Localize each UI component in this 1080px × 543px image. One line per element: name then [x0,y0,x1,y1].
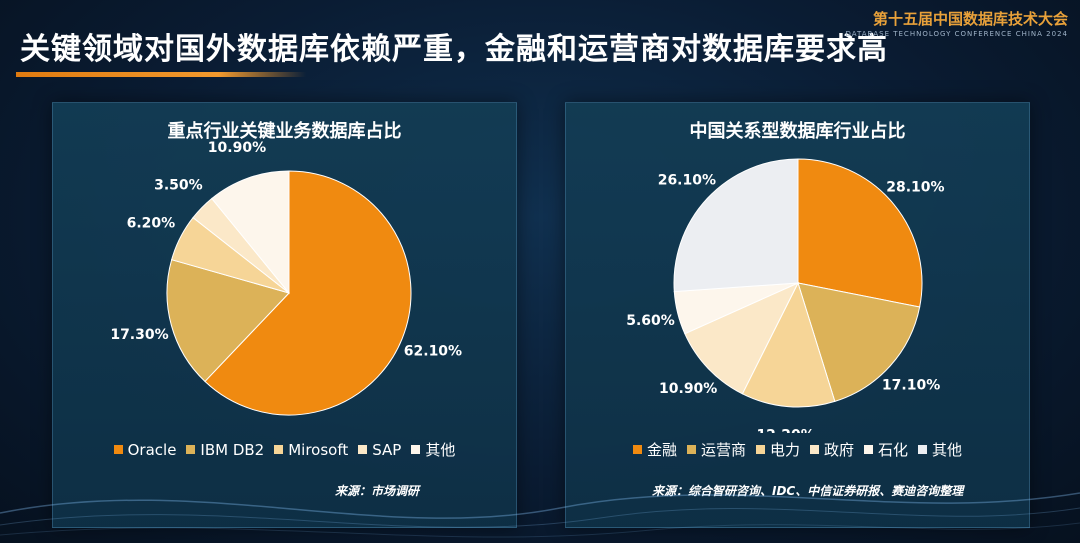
legend-item-电力: 电力 [755,439,800,460]
pie-slice-其他 [673,158,799,293]
legend-item-运营商: 运营商 [686,439,746,460]
legend-swatch [358,445,368,454]
data-label-石化: 5.60% [626,313,675,329]
data-label-SAP: 3.50% [154,177,203,193]
pie-slice-电力 [741,281,836,408]
legend-right: 金融 运营商 电力 政府 石化 其他 [566,439,1029,460]
legend-swatch [274,445,284,454]
data-label-Oracle: 62.10% [404,344,462,360]
legend-label: IBM DB2 [200,440,265,459]
legend-label: 电力 [769,441,800,459]
data-label-电力: 12.20% [756,427,814,433]
source-note-left: 来源：市场调研 [335,484,420,498]
chart-title-right: 中国关系型数据库行业占比 [689,121,906,142]
chart-panel-left: 重点行业关键业务数据库占比 62.10% 17.30% 6.20% 3.50% 10.9… [52,102,517,528]
legend-swatch [411,445,421,454]
data-label-政府: 10.90% [659,381,717,397]
legend-swatch [632,445,642,454]
legend-swatch [186,445,196,454]
legend-label: SAP [372,440,402,459]
legend-item-Mirosoft: Mirosoft [274,439,348,460]
pie-slice-金融 [797,158,923,308]
legend-label: 其他 [932,441,963,459]
legend-item-Oracle: Oracle [113,439,177,460]
data-label-其他: 26.10% [658,172,716,188]
legend-item-金融: 金融 [632,439,677,460]
title-underline [16,72,306,77]
pie-slice-政府 [684,281,800,395]
legend-label: 金融 [646,441,677,459]
legend-item-其他: 其他 [918,439,962,460]
source-note-right: 来源：综合智研咨询、IDC、中信证券研报、赛迪咨询整理 [652,484,964,498]
pie-slice-运营商 [797,282,921,403]
legend-swatch [113,445,123,454]
legend-item-IBM DB2: IBM DB2 [186,439,264,460]
pie-chart-right: 28.10% 17.10% 12.20% 10.90% 5.60% 26.10% [626,158,945,433]
data-label-运营商: 17.10% [882,378,940,394]
legend-label: Oracle [127,440,177,459]
legend-label: 政府 [824,441,855,459]
chart-title-left: 重点行业关键业务数据库占比 [167,121,402,142]
legend-item-石化: 石化 [864,439,908,460]
legend-label: 其他 [425,441,456,459]
legend-label: 石化 [878,441,909,459]
page-title: 关键领域对国外数据库依赖严重，金融和运营商对数据库要求高 [20,32,888,67]
data-label-其他: 10.90% [208,140,266,156]
pie-slice-IBM DB2 [166,259,290,383]
legend-item-SAP: SAP [358,439,401,460]
data-label-金融: 28.10% [886,179,944,195]
data-label-IBM DB2: 17.30% [110,327,168,343]
legend-left: Oracle IBM DB2 Mirosoft SAP 其他 [53,439,516,460]
legend-label: Mirosoft [288,440,349,459]
legend-item-其他: 其他 [411,439,455,460]
conference-logo: 第十五届中国数据库技术大会 DATABASE TECHNOLOGY CONFER… [846,8,1068,38]
pie-chart-left: 62.10% 17.30% 6.20% 3.50% 10.90% [110,140,462,416]
legend-item-政府: 政府 [810,439,854,460]
pie-slice-其他 [211,170,290,295]
legend-swatch [755,445,765,454]
legend-swatch [918,445,928,454]
legend-swatch [686,445,696,454]
legend-label: 运营商 [700,441,746,459]
legend-swatch [810,445,819,454]
pie-slice-Oracle [204,170,412,416]
chart-panel-right: 中国关系型数据库行业占比 28.10% 17.10% 12.20% 10.90% 5.6… [565,102,1030,528]
conference-subtitle: DATABASE TECHNOLOGY CONFERENCE CHINA 202… [845,30,1068,38]
legend-swatch [864,445,874,454]
data-label-Mirosoft: 6.20% [127,216,176,232]
conference-name: 第十五届中国数据库技术大会 [872,10,1068,28]
